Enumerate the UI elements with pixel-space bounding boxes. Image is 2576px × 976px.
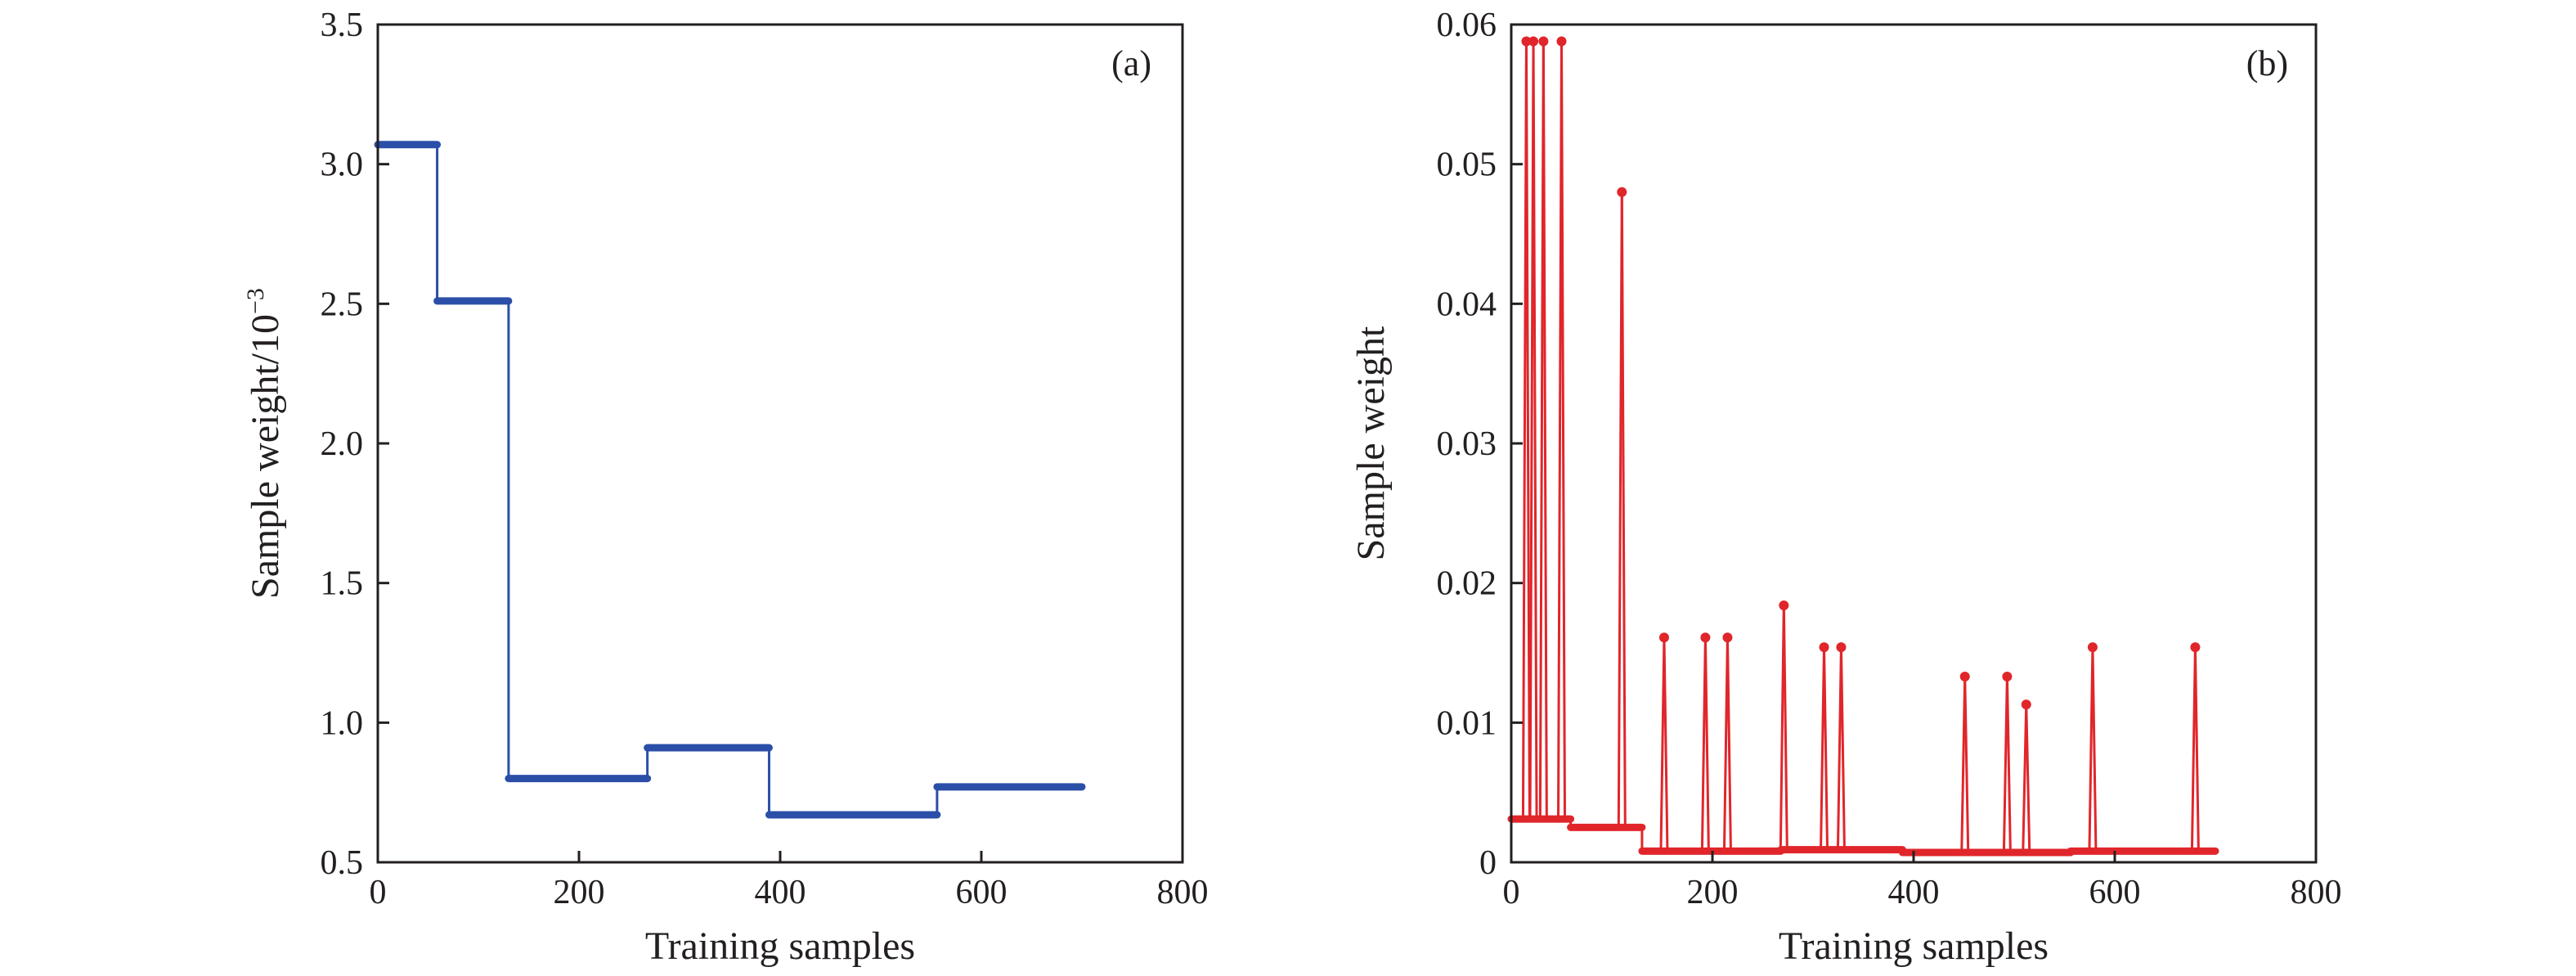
chart-a-panel-label: (a) [1111, 43, 1151, 83]
chart-b-spike-point [2021, 699, 2031, 710]
chart-a-y-tick-label: 2.5 [321, 286, 364, 323]
chart-a-x-tick-label: 200 [554, 874, 605, 911]
chart-b-spike-line [2193, 647, 2200, 852]
chart-a-x-tick-label: 600 [956, 874, 1008, 911]
chart-b-x-tick-label: 400 [1888, 874, 1940, 911]
chart-b-x-tick-label: 800 [2291, 874, 2342, 911]
chart-b-y-tick-label: 0.01 [1437, 704, 1497, 742]
chart-b-spike-line [1542, 41, 1548, 820]
chart-b-spike-point [1521, 36, 1532, 47]
chart-b-spike-point [1836, 642, 1847, 653]
chart-b-y-axis-label: Sample weight [1349, 326, 1393, 560]
chart-b-spike-line [1839, 647, 1846, 850]
chart-b-spike-line [1663, 637, 1669, 852]
chart-b-spike-line [1726, 637, 1732, 852]
chart-b-spike-point [2087, 642, 2098, 653]
chart-b-plot-frame [1510, 23, 2318, 864]
chart-b-spike-point [1722, 632, 1733, 643]
chart-b-spike-line [1620, 191, 1627, 828]
chart-b-spike-point [1538, 36, 1549, 47]
chart-b-axes: 0 200 400 600 800 0 0.01 0.02 0.03 0.04 0.05 0.06 [1437, 7, 2342, 911]
chart-b-x-tick-label: 600 [2089, 874, 2141, 911]
chart-b-y-tick-label: 0 [1479, 844, 1497, 882]
chart-b-spike-point [1617, 187, 1627, 197]
chart-a-x-tick-label: 800 [1157, 874, 1209, 911]
chart-b-y-tick-label: 0.02 [1437, 565, 1497, 603]
chart-b-spike-line [2091, 647, 2098, 852]
chart-b-spike-point [1658, 632, 1669, 643]
chart-b-spike-point [1779, 600, 1789, 610]
chart-b-spike-line [1963, 676, 1970, 853]
chart-b-panel-label: (b) [2246, 43, 2288, 83]
chart-b-spike-line [1524, 41, 1531, 820]
chart-a-y-tick-label: 2.0 [321, 425, 364, 463]
chart-b-spike-line [1532, 41, 1538, 820]
chart-b-x-tick-label: 0 [1503, 874, 1520, 911]
chart-b-y-tick-label: 0.06 [1437, 7, 1497, 44]
chart-a-y-axis-label-main: Sample weight/10 [244, 314, 287, 599]
chart-b-x-axis-label: Training samples [1779, 924, 2049, 968]
chart-b: 0 200 400 600 800 0 0.01 0.02 0.03 0.04 0.05 0.06 (… [1349, 7, 2342, 968]
chart-a-y-tick-label: 1.0 [321, 704, 364, 742]
chart-a-y-tick-label: 1.5 [321, 565, 364, 603]
chart-a-x-tick-label: 0 [370, 874, 387, 911]
chart-a-y-axis-label-exponent: −3 [242, 288, 269, 314]
chart-b-spike-line [1782, 605, 1788, 850]
chart-a-axes: 0 200 400 600 800 0.5 1.0 1.5 2.0 2.5 3.0 3.5 [321, 7, 1209, 911]
chart-a-y-axis-label: Sample weight/10−3 [242, 288, 287, 599]
chart-b-spike-line [2025, 704, 2031, 853]
chart-b-spike-line [1703, 637, 1710, 852]
chart-b-y-tick-label: 0.05 [1437, 146, 1497, 184]
chart-a-x-axis-label: Training samples [645, 924, 915, 968]
chart-a-series [374, 141, 1086, 819]
chart-a-y-tick-label: 3.0 [321, 146, 364, 184]
chart-b-spike-line [1823, 647, 1829, 850]
chart-a-plot-frame [376, 23, 1184, 864]
chart-b-spike-point [1556, 36, 1567, 47]
chart-b-spike-point [1959, 672, 1970, 682]
chart-a-y-tick-label: 3.5 [321, 7, 364, 44]
chart-b-series [1507, 36, 2219, 857]
chart-b-spike-point [2002, 672, 2013, 682]
chart-b-y-tick-label: 0.04 [1437, 286, 1497, 323]
chart-b-spike-point [1528, 36, 1539, 47]
chart-b-spike-point [1700, 632, 1711, 643]
chart-b-spike-line [2005, 676, 2012, 853]
chart-b-spike-point [2190, 642, 2201, 653]
chart-a-y-tick-label: 0.5 [321, 844, 364, 882]
chart-b-spike-line [1560, 41, 1566, 820]
chart-b-y-tick-label: 0.03 [1437, 425, 1497, 463]
chart-a-x-tick-label: 400 [755, 874, 806, 911]
chart-b-x-tick-label: 200 [1687, 874, 1739, 911]
chart-b-spike-point [1819, 642, 1829, 653]
chart-a: 0 200 400 600 800 0.5 1.0 1.5 2.0 2.5 3.0 3.5 (a) T… [242, 7, 1209, 968]
